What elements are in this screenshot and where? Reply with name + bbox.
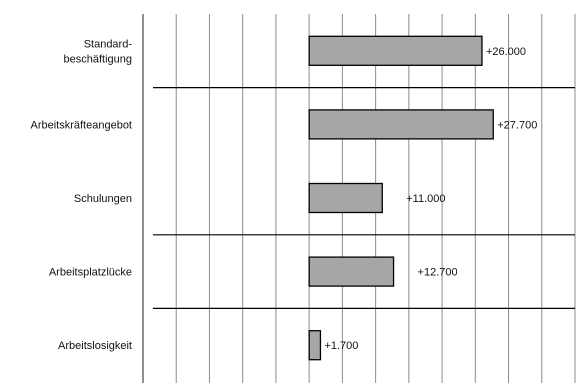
bar bbox=[308, 109, 494, 140]
category-label: Arbeitsplatzlücke bbox=[49, 267, 132, 279]
category-label: Arbeitskräfteangebot bbox=[30, 119, 132, 131]
bar bbox=[308, 256, 395, 287]
value-label: +12.700 bbox=[418, 267, 458, 279]
category-label: Schulungen bbox=[74, 193, 132, 205]
value-label: +27.700 bbox=[497, 119, 537, 131]
value-label: +1.700 bbox=[324, 340, 358, 352]
category-label: beschäftigung bbox=[64, 53, 133, 65]
value-label: +11.000 bbox=[406, 193, 445, 205]
category-label: Standard- bbox=[84, 38, 133, 50]
bar bbox=[308, 330, 322, 361]
value-label: +26.000 bbox=[486, 46, 526, 58]
bar bbox=[308, 182, 383, 214]
bar bbox=[308, 35, 483, 66]
category-label: Arbeitslosigkeit bbox=[58, 340, 132, 352]
